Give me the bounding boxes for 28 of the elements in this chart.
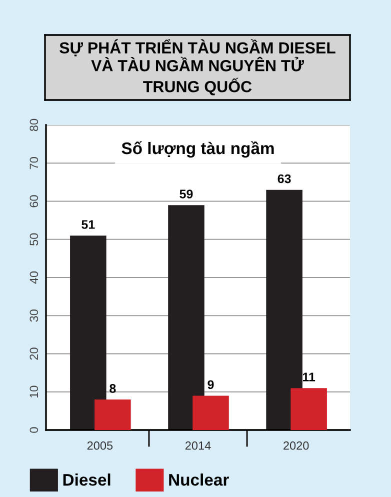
data-label: 59 — [180, 190, 193, 198]
bar — [192, 396, 229, 430]
y-tick-label: 50 — [30, 233, 38, 246]
x-tick-label: 2014 — [185, 441, 211, 450]
y-tick-label: 80 — [30, 118, 38, 132]
bar — [94, 400, 131, 430]
y-tick-label: 30 — [30, 310, 38, 322]
x-tick-label: 2005 — [87, 441, 113, 450]
bar — [266, 190, 302, 430]
bar — [70, 236, 106, 430]
bar — [290, 388, 327, 430]
y-tick-label: 40 — [30, 271, 38, 284]
bar — [168, 205, 204, 430]
data-label: 9 — [208, 380, 214, 390]
legend-label: Diesel — [63, 473, 110, 486]
chart-title: SỰ PHÁT TRIỂN TÀU NGẦM DIESEL VÀ TÀU NGẦM NGUYÊN TỬ TRUNG QUỐC — [60, 39, 336, 96]
data-label: 8 — [110, 384, 116, 393]
y-tick-label: 10 — [30, 386, 38, 398]
y-tick-label: 60 — [30, 195, 38, 208]
y-tick-label: 70 — [30, 157, 38, 170]
data-label: 63 — [278, 174, 291, 184]
y-tick-label: 20 — [30, 348, 38, 360]
y-tick-label: 0 — [30, 427, 38, 433]
text: Số lượng tàu ngầm — [122, 141, 274, 158]
legend-label: Nuclear — [169, 473, 229, 486]
data-label: 11 — [302, 372, 316, 382]
data-label: 51 — [82, 220, 95, 229]
x-tick-label: 2020 — [284, 441, 309, 450]
